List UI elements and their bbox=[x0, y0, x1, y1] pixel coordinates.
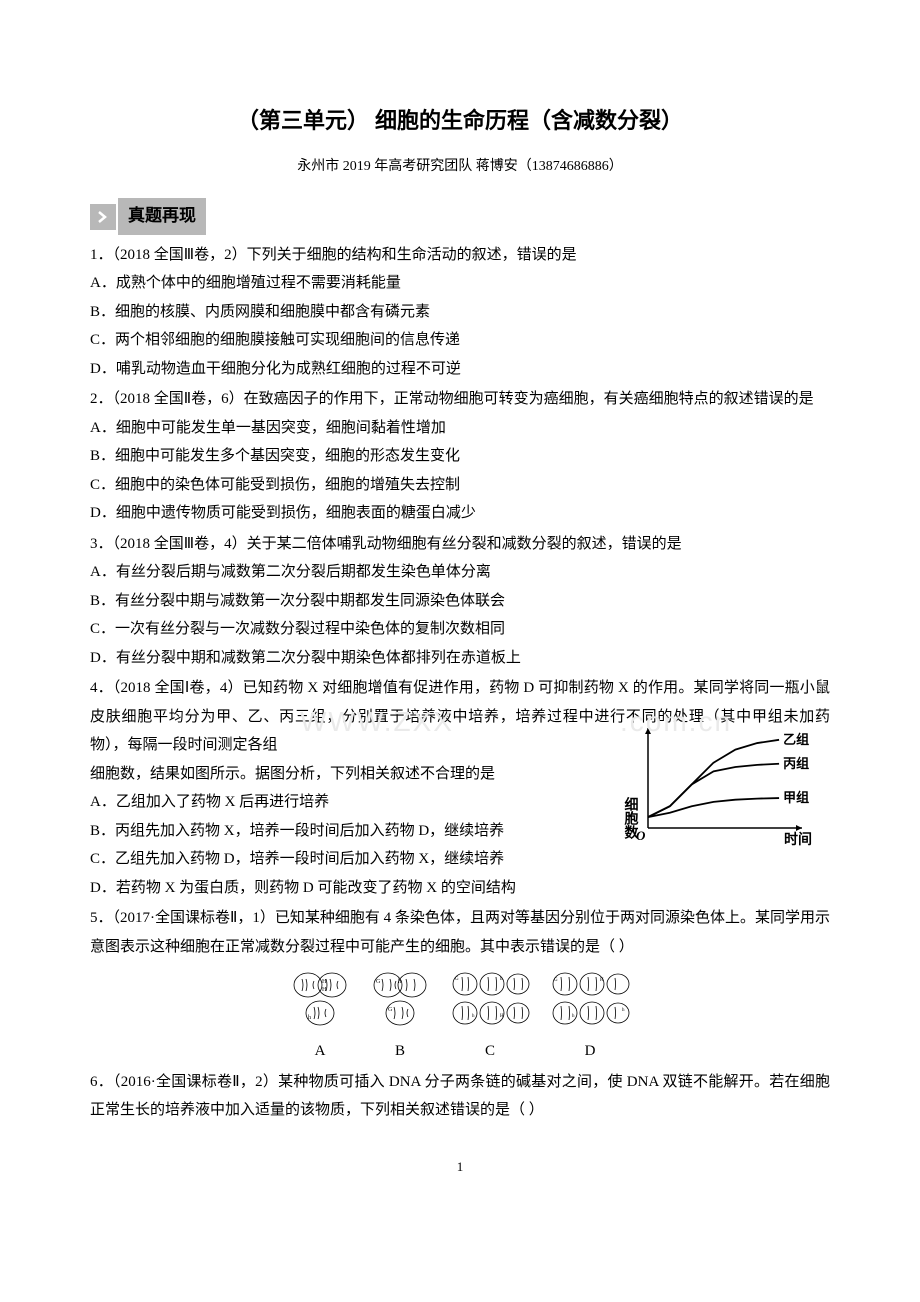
svg-text:G: G bbox=[376, 979, 381, 985]
q3-opt-d: D．有丝分裂中期和减数第二次分裂中期染色体都排列在赤道板上 bbox=[90, 644, 830, 673]
q2-opt-d: D．细胞中遗传物质可能受到损伤，细胞表面的糖蛋白减少 bbox=[90, 499, 830, 528]
q1-opt-d: D．哺乳动物造血干细胞分化为成熟红细胞的过程不可逆 bbox=[90, 355, 830, 384]
page-number: 1 bbox=[90, 1155, 830, 1180]
q5-col-d: G H h h D bbox=[550, 969, 630, 1066]
q3-opt-b: B．有丝分裂中期与减数第一次分裂中期都发生同源染色体联会 bbox=[90, 587, 830, 616]
q5-label-b: B bbox=[395, 1037, 405, 1066]
q1-opt-b: B．细胞的核膜、内质网膜和细胞膜中都含有磷元素 bbox=[90, 298, 830, 327]
q2-stem: 2．（2018 全国Ⅱ卷，6）在致癌因子的作用下，正常动物细胞可转变为癌细胞，有… bbox=[90, 385, 830, 414]
q1-stem: 1．（2018 全国Ⅲ卷，2）下列关于细胞的结构和生命活动的叙述，错误的是 bbox=[90, 241, 830, 270]
cell-icon: G h h H bbox=[450, 969, 530, 1029]
svg-text:细胞数: 细胞数 bbox=[623, 796, 640, 840]
q5-label-c: C bbox=[485, 1037, 495, 1066]
q6-stem: 6．（2016·全国课标卷Ⅱ，2）某种物质可插入 DNA 分子两条链的碱基对之间… bbox=[90, 1068, 830, 1125]
q5-diagrams: HH h A Gh G B bbox=[90, 969, 830, 1066]
section-header: 真题再现 bbox=[90, 198, 830, 234]
cell-icon: Gh G bbox=[370, 969, 430, 1029]
question-3: 3．（2018 全国Ⅲ卷，4）关于某二倍体哺乳动物细胞有丝分裂和减数分裂的叙述，… bbox=[90, 530, 830, 673]
q5-label-a: A bbox=[315, 1037, 326, 1066]
question-5: 5．（2017·全国课标卷Ⅱ，1）已知某种细胞有 4 条染色体，且两对等基因分别… bbox=[90, 904, 830, 1066]
svg-text:h: h bbox=[622, 1008, 625, 1013]
page-title: （第三单元） 细胞的生命历程（含减数分裂） bbox=[90, 100, 830, 142]
svg-text:乙组: 乙组 bbox=[783, 731, 809, 746]
q5-col-c: G h h H C bbox=[450, 969, 530, 1066]
q2-opt-a: A．细胞中可能发生单一基因突变，细胞间黏着性增加 bbox=[90, 414, 830, 443]
q1-opt-c: C．两个相邻细胞的细胞膜接触可实现细胞间的信息传递 bbox=[90, 326, 830, 355]
svg-text:H: H bbox=[500, 1014, 504, 1019]
question-2: 2．（2018 全国Ⅱ卷，6）在致癌因子的作用下，正常动物细胞可转变为癌细胞，有… bbox=[90, 385, 830, 528]
svg-text:甲组: 甲组 bbox=[783, 790, 809, 805]
q3-opt-a: A．有丝分裂后期与减数第二次分裂后期都发生染色单体分离 bbox=[90, 558, 830, 587]
q5-stem: 5．（2017·全国课标卷Ⅱ，1）已知某种细胞有 4 条染色体，且两对等基因分别… bbox=[90, 904, 830, 961]
cell-icon: HH h bbox=[290, 969, 350, 1029]
section-label: 真题再现 bbox=[118, 198, 206, 234]
q1-opt-a: A．成熟个体中的细胞增殖过程不需要消耗能量 bbox=[90, 269, 830, 298]
question-6: 6．（2016·全国课标卷Ⅱ，2）某种物质可插入 DNA 分子两条链的碱基对之间… bbox=[90, 1068, 830, 1125]
q5-label-d: D bbox=[585, 1037, 596, 1066]
chevron-icon bbox=[90, 204, 116, 230]
svg-text:h: h bbox=[572, 1014, 575, 1019]
q3-stem: 3．（2018 全国Ⅲ卷，4）关于某二倍体哺乳动物细胞有丝分裂和减数分裂的叙述，… bbox=[90, 530, 830, 559]
svg-text:h: h bbox=[308, 1015, 311, 1021]
q2-opt-b: B．细胞中可能发生多个基因突变，细胞的形态发生变化 bbox=[90, 442, 830, 471]
svg-text:G: G bbox=[388, 1007, 393, 1013]
q2-opt-c: C．细胞中的染色体可能受到损伤，细胞的增殖失去控制 bbox=[90, 471, 830, 500]
q4-chart: O 时间 细胞数 乙组丙组甲组 bbox=[620, 720, 830, 850]
q5-col-b: Gh G B bbox=[370, 969, 430, 1066]
svg-text:时间: 时间 bbox=[784, 831, 812, 848]
question-4: 4．（2018 全国Ⅰ卷，4）已知药物 X 对细胞增值有促进作用，药物 D 可抑… bbox=[90, 674, 830, 902]
svg-text:丙组: 丙组 bbox=[783, 755, 809, 770]
question-1: 1．（2018 全国Ⅲ卷，2）下列关于细胞的结构和生命活动的叙述，错误的是 A．… bbox=[90, 241, 830, 384]
q3-opt-c: C．一次有丝分裂与一次减数分裂过程中染色体的复制次数相同 bbox=[90, 615, 830, 644]
q5-col-a: HH h A bbox=[290, 969, 350, 1066]
page-subtitle: 永州市 2019 年高考研究团队 蒋博安（13874686886） bbox=[90, 154, 830, 181]
q4-opt-d: D．若药物 X 为蛋白质，则药物 D 可能改变了药物 X 的空间结构 bbox=[90, 874, 830, 903]
svg-text:G: G bbox=[455, 977, 459, 982]
svg-text:H: H bbox=[600, 978, 604, 983]
svg-text:O: O bbox=[636, 828, 646, 843]
svg-text:G: G bbox=[554, 978, 558, 983]
svg-text:h: h bbox=[472, 1014, 475, 1019]
cell-icon: G H h h bbox=[550, 969, 630, 1029]
